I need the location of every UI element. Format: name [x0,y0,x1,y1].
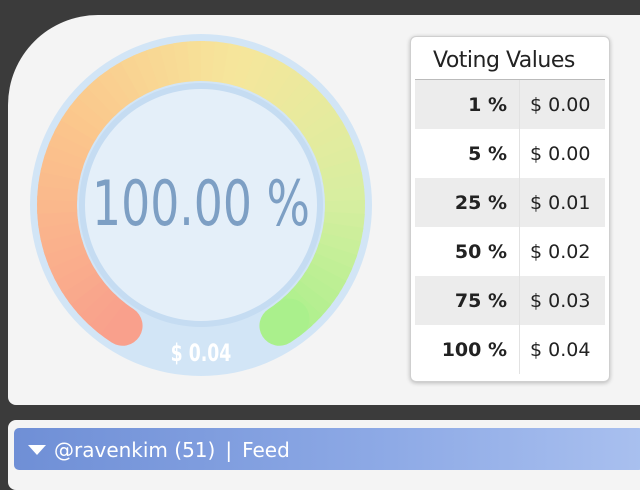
feed-bar[interactable]: @ravenkim (51) | Feed [14,428,640,470]
value-cell: $ 0.02 [520,227,606,276]
value-cell: $ 0.04 [520,325,606,374]
feed-label[interactable]: Feed [242,438,290,462]
gauge-value: $ 0.04 [171,339,232,367]
table-row: 75 %$ 0.03 [415,276,605,325]
value-cell: $ 0.00 [520,129,606,178]
percent-cell: 100 % [415,325,520,374]
account[interactable]: @ravenkim (51) [54,438,215,462]
percent-cell: 1 % [415,80,520,129]
value-cell: $ 0.03 [520,276,606,325]
percent-cell: 50 % [415,227,520,276]
percent-cell: 75 % [415,276,520,325]
table-row: 1 %$ 0.00 [415,80,605,129]
table-row: 100 %$ 0.04 [415,325,605,374]
arc-segment [279,319,289,326]
percent-cell: 5 % [415,129,520,178]
percent-cell: 25 % [415,178,520,227]
table-row: 50 %$ 0.02 [415,227,605,276]
table-row: 25 %$ 0.01 [415,178,605,227]
value-cell: $ 0.00 [520,80,606,129]
table-row: 5 %$ 0.00 [415,129,605,178]
table-title: Voting Values [415,37,605,80]
gauge: 100.00 % $ 0.04 [0,0,400,410]
gauge-percent: 100.00 % [92,168,310,240]
collapse-icon[interactable] [28,445,46,455]
value-cell: $ 0.01 [520,178,606,227]
separator: | [225,438,232,462]
